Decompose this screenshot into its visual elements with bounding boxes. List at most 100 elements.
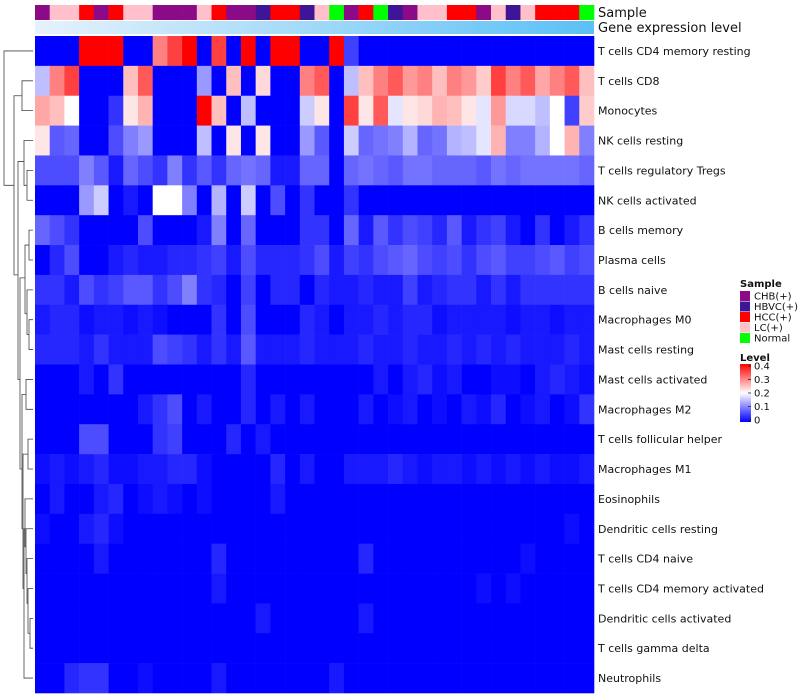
heatmap-cell-r15-c12 — [211, 483, 227, 515]
heatmap-cell-r11-c15 — [255, 364, 271, 395]
heatmap-cell-r19-c21 — [343, 603, 359, 634]
heatmap-cell-r14-c10 — [182, 454, 198, 485]
heatmap-cell-r9-c1 — [49, 304, 65, 335]
heatmap-cell-r16-c25 — [402, 513, 418, 544]
heatmap-cell-r18-c9 — [167, 573, 183, 604]
heatmap-cell-r12-c35 — [549, 394, 565, 425]
heatmap-cell-r15-c32 — [505, 483, 521, 515]
heatmap-cell-r5-c28 — [446, 185, 462, 216]
heatmap-cell-r18-c31 — [491, 573, 507, 604]
heatmap-cell-r15-c3 — [79, 483, 95, 515]
heatmap-cell-r19-c12 — [211, 603, 227, 634]
heatmap-cell-r8-c16 — [270, 274, 286, 306]
heatmap-cell-r5-c4 — [93, 185, 109, 216]
heatmap-cell-r6-c3 — [79, 215, 95, 246]
heatmap-cell-r10-c12 — [211, 334, 227, 365]
dendrogram-branch-18 — [21, 80, 33, 112]
heatmap-cell-r7-c6 — [123, 245, 139, 276]
heatmap-cell-r9-c26 — [417, 304, 433, 335]
row-label: Eosinophils — [598, 493, 660, 506]
heatmap-cell-r7-c3 — [79, 245, 95, 276]
heatmap-cell-r20-c17 — [285, 633, 301, 664]
heatmap-cell-r7-c7 — [137, 245, 153, 276]
heatmap-cell-r19-c28 — [446, 603, 462, 634]
level-legend-tick-label: 0 — [754, 416, 760, 427]
heatmap-cell-r14-c23 — [373, 454, 389, 485]
heatmap-cell-r16-c28 — [446, 513, 462, 544]
heatmap-cell-r1-c12 — [211, 65, 227, 97]
heatmap-cell-r8-c35 — [549, 274, 565, 306]
heatmap-cell-r16-c14 — [240, 513, 256, 544]
heatmap-cell-r19-c1 — [49, 603, 65, 634]
heatmap-cell-r20-c35 — [549, 633, 565, 664]
heatmap-cell-r3-c20 — [329, 125, 345, 156]
heatmap-cell-r13-c35 — [549, 424, 565, 455]
heatmap-cell-r10-c31 — [491, 334, 507, 365]
sample-cell-30 — [476, 5, 492, 20]
heatmap-cell-r1-c10 — [182, 65, 198, 97]
heatmap-cell-r5-c30 — [476, 185, 492, 216]
heatmap-cell-r10-c27 — [432, 334, 448, 365]
heatmap-cell-r12-c36 — [564, 394, 580, 425]
heatmap-cell-r20-c11 — [196, 633, 212, 664]
heatmap-cell-r12-c33 — [520, 394, 536, 425]
heatmap-cell-r5-c8 — [152, 185, 168, 216]
heatmap-cell-r5-c21 — [343, 185, 359, 216]
heatmap-cell-r7-c13 — [226, 245, 242, 276]
heatmap-cell-r20-c6 — [123, 633, 139, 664]
heatmap-cell-r2-c20 — [329, 95, 345, 126]
heatmap-cell-r3-c23 — [373, 125, 389, 156]
heatmap-cell-r0-c15 — [255, 36, 271, 67]
heatmap-cell-r5-c37 — [579, 185, 595, 216]
heatmap-cell-r2-c23 — [373, 95, 389, 126]
heatmap-cell-r11-c30 — [476, 364, 492, 395]
heatmap-cell-r1-c16 — [270, 65, 286, 97]
heatmap-cell-r17-c5 — [108, 543, 124, 574]
heatmap-cell-r14-c31 — [491, 454, 507, 485]
heatmap-cell-r4-c37 — [579, 155, 595, 186]
heatmap-cell-r2-c17 — [285, 95, 301, 126]
heatmap-cell-r4-c1 — [49, 155, 65, 186]
heatmap-cell-r7-c24 — [388, 245, 404, 276]
heatmap-cell-r2-c24 — [388, 95, 404, 126]
heatmap-cell-r10-c10 — [182, 334, 198, 365]
heatmap-cell-r8-c24 — [388, 274, 404, 306]
row-label: NK cells activated — [598, 194, 697, 207]
heatmap-cell-r13-c9 — [167, 424, 183, 455]
heatmap-cell-r21-c3 — [79, 663, 95, 694]
heatmap-cell-r19-c23 — [373, 603, 389, 634]
heatmap-cell-r19-c24 — [388, 603, 404, 634]
heatmap-cell-r13-c8 — [152, 424, 168, 455]
heatmap-cell-r19-c35 — [549, 603, 565, 634]
heatmap-cell-r0-c20 — [329, 36, 345, 67]
row-label: Plasma cells — [598, 254, 666, 267]
row-label: Dendritic cells resting — [598, 523, 718, 536]
sample-cell-34 — [535, 5, 551, 20]
heatmap-cell-r1-c24 — [388, 65, 404, 97]
sample-cell-3 — [79, 5, 95, 20]
heatmap-cell-r9-c32 — [505, 304, 521, 335]
heatmap-cell-r1-c27 — [432, 65, 448, 97]
heatmap-cell-r8-c11 — [196, 274, 212, 306]
heatmap-cell-r7-c10 — [182, 245, 198, 276]
heatmap-cell-r20-c36 — [564, 633, 580, 664]
level-legend-gradient — [740, 364, 751, 422]
heatmap-cell-r21-c22 — [358, 663, 374, 694]
heatmap-cell-r6-c35 — [549, 215, 565, 246]
heatmap-cell-r14-c24 — [388, 454, 404, 485]
heatmap-cell-r9-c34 — [535, 304, 551, 335]
dendrogram-branch-1 — [27, 588, 33, 634]
level-legend-tick-label: 0.3 — [754, 375, 770, 386]
heatmap-cell-r9-c27 — [432, 304, 448, 335]
heatmap-cell-r16-c15 — [255, 513, 271, 544]
heatmap-cell-r21-c1 — [49, 663, 65, 694]
row-label: T cells CD8 — [597, 75, 660, 88]
heatmap-cell-r17-c36 — [564, 543, 580, 574]
heatmap-cell-r21-c33 — [520, 663, 536, 694]
heatmap-cell-r20-c33 — [520, 633, 536, 664]
heatmap-cell-r0-c24 — [388, 36, 404, 67]
heatmap-cell-r4-c27 — [432, 155, 448, 186]
heatmap-cell-r4-c33 — [520, 155, 536, 186]
heatmap-cell-r19-c20 — [329, 603, 345, 634]
heatmap-cell-r2-c4 — [93, 95, 109, 126]
